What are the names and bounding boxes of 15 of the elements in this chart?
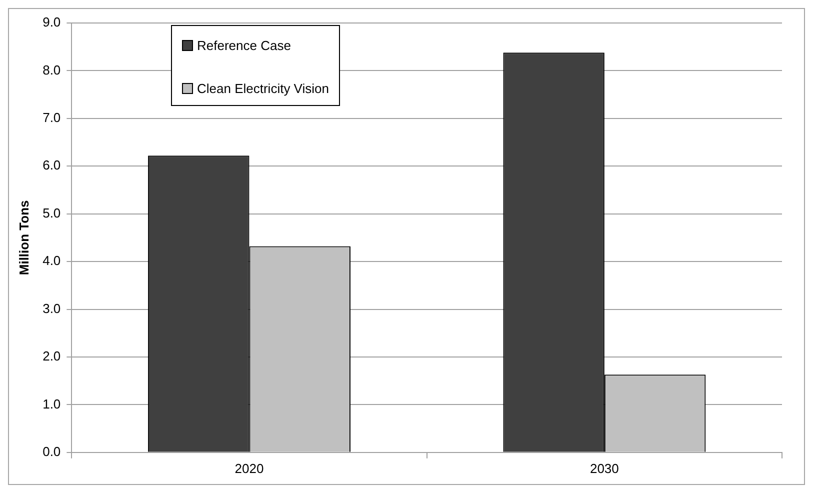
y-axis-title: Million Tons [16,200,32,276]
y-tick-label: 5.0 [42,205,61,220]
y-tick-label: 3.0 [42,300,61,316]
y-tick-label: 7.0 [42,110,61,125]
y-tick-label: 1.0 [42,396,61,412]
x-tick-label: 2020 [234,460,264,476]
legend-label: Clean Electricity Vision [197,80,329,96]
y-tick-label: 9.0 [42,14,61,30]
y-tick-label: 0.0 [42,444,61,459]
y-tick-label: 8.0 [42,62,61,78]
legend-label: Reference Case [197,38,291,52]
y-tick-label: 6.0 [42,158,61,173]
x-tick-label: 2030 [590,460,619,476]
y-tick-label: 2.0 [42,348,61,364]
y-tick-label: 4.0 [42,253,61,268]
